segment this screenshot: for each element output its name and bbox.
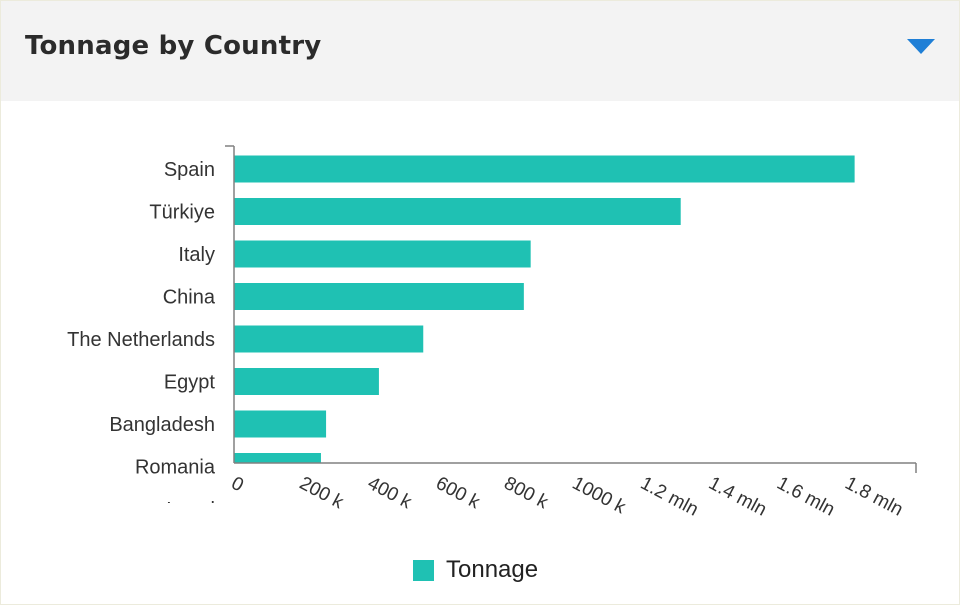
bar: [234, 453, 321, 463]
legend-label: Tonnage: [446, 556, 539, 583]
plot-area: Spain Türkiye Italy China The Netherlands Egy…: [67, 155, 855, 521]
category-label: Türkiye: [149, 202, 215, 224]
category-label: Bangladesh: [109, 414, 215, 436]
category-label: Italy: [178, 244, 215, 266]
chevron-down-icon[interactable]: [907, 39, 935, 55]
bar: [234, 410, 327, 438]
x-tick-label: 600 k: [432, 473, 483, 514]
x-tick-label: 800 k: [500, 473, 551, 514]
bar: [234, 198, 681, 225]
x-tick-label: 400 k: [364, 473, 415, 514]
category-label: Egypt: [164, 372, 216, 394]
x-tick-label: 1.4 mln: [705, 473, 770, 521]
category-label: Spain: [164, 159, 215, 181]
category-label: The Netherlands: [67, 329, 215, 351]
x-tick-label: 1.2 mln: [637, 473, 702, 521]
category-label: Romania: [135, 457, 216, 479]
x-tick-label: 200 k: [296, 473, 347, 514]
bar: [234, 325, 424, 353]
x-tick-label: 1.6 mln: [773, 473, 838, 521]
legend[interactable]: Tonnage: [413, 556, 539, 583]
x-tick-label: 1000 k: [569, 473, 630, 519]
bar-chart: Spain Türkiye Italy China The Netherlands Egy…: [67, 145, 917, 521]
x-tick-label: 1.8 mln: [841, 473, 906, 521]
bar: [234, 368, 379, 395]
bar: [234, 240, 531, 268]
category-label: Israel: [166, 499, 215, 521]
bar: [234, 155, 855, 183]
bar: [234, 283, 524, 310]
x-tick-label: 0: [228, 473, 247, 497]
chart-title: Tonnage by Country: [25, 31, 322, 61]
legend-swatch: [413, 559, 434, 581]
category-label: China: [163, 287, 216, 309]
card-header: Tonnage by Country: [1, 1, 959, 101]
